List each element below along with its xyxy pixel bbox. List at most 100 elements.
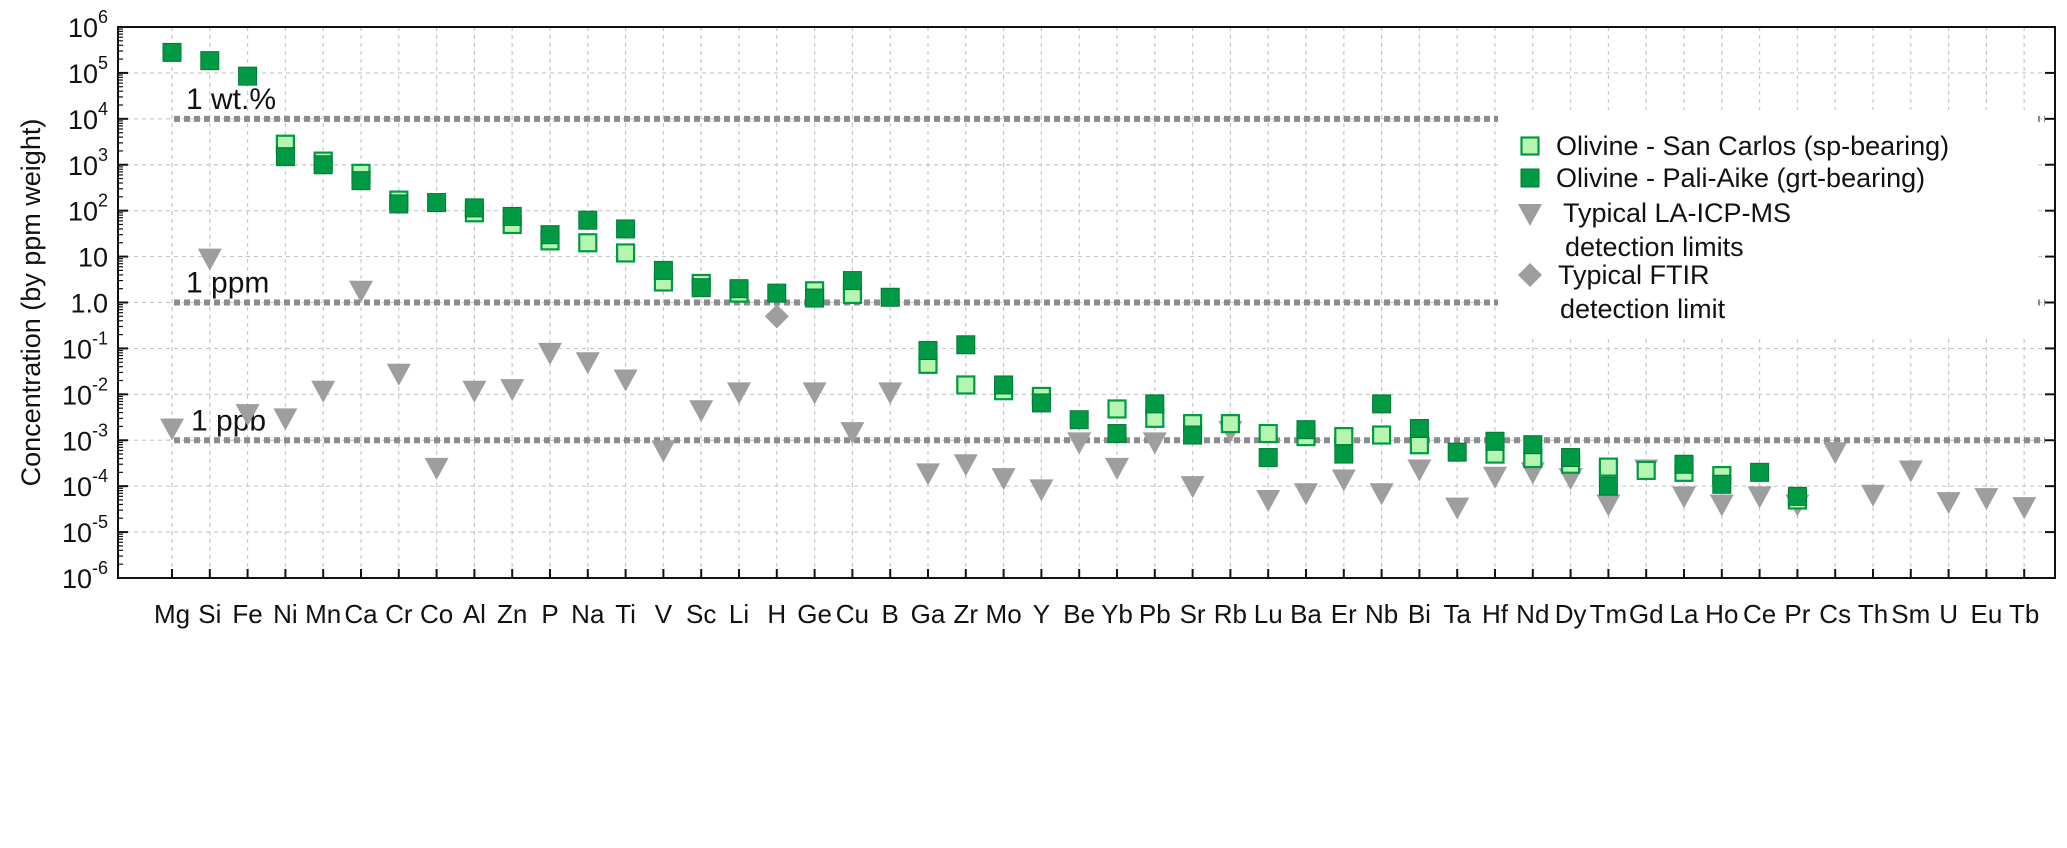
y-tick-label: 10-5 — [62, 512, 108, 548]
data-point-tm — [1596, 494, 1621, 517]
y-axis-label: Concentration (by ppm weight) — [16, 119, 46, 487]
x-category-label: Gd — [1629, 599, 1664, 629]
data-point-al — [464, 198, 484, 218]
data-point-ga — [918, 341, 938, 361]
data-point-lu — [1256, 489, 1281, 512]
x-category-label: H — [767, 599, 786, 629]
data-point-ba — [1296, 420, 1316, 440]
y-tick-exponent: -6 — [92, 558, 108, 578]
x-category-label: Sc — [686, 599, 716, 629]
data-point-rb — [1220, 414, 1241, 434]
legend-label: Olivine - Pali-Aike (grt-bearing) — [1556, 163, 1925, 193]
data-point-h — [767, 283, 787, 303]
data-point-pb — [1142, 432, 1167, 455]
y-tick-base: 10 — [62, 380, 92, 410]
x-category-label: Ge — [797, 599, 832, 629]
y-tick-label: 10-6 — [62, 558, 108, 594]
legend-background — [1498, 110, 2038, 335]
data-point-ba — [1294, 483, 1318, 506]
data-point-cr — [386, 363, 411, 386]
x-category-label: P — [541, 599, 558, 629]
data-point-y — [1029, 479, 1054, 502]
y-tick-base: 10 — [62, 564, 92, 594]
y-tick-label: 1.0 — [70, 289, 108, 319]
x-category-label: Zr — [954, 599, 979, 629]
data-point-nb — [1372, 394, 1392, 414]
y-tick-exponent: 5 — [98, 53, 108, 73]
y-tick-label: 10-4 — [62, 466, 108, 502]
data-point-mn — [313, 155, 333, 175]
data-point-er — [1334, 427, 1354, 447]
x-category-label: Sm — [1891, 599, 1930, 629]
x-category-label: Ca — [344, 599, 378, 629]
legend: Olivine - San Carlos (sp-bearing)Olivine… — [1498, 110, 2038, 335]
data-point-tm — [1598, 457, 1619, 477]
series-triangle-down — [160, 248, 2037, 520]
data-point-mo — [991, 468, 1016, 491]
y-tick-label: 10-2 — [62, 374, 108, 410]
x-category-label: Ni — [273, 599, 298, 629]
x-category-label: U — [1939, 599, 1958, 629]
x-category-label: Bi — [1408, 599, 1431, 629]
data-point-mn — [311, 380, 336, 403]
x-category-label: Al — [463, 599, 486, 629]
x-category-label: Ta — [1443, 599, 1471, 629]
y-tick-base: 10 — [78, 243, 108, 273]
data-point-b — [878, 382, 903, 405]
data-point-si — [197, 248, 222, 271]
data-point-bi — [1409, 435, 1430, 455]
legend-label: detection limits — [1565, 232, 1744, 262]
data-point-ti — [613, 369, 638, 392]
y-tick-base: 1.0 — [70, 289, 108, 319]
y-tick-exponent: -2 — [92, 374, 108, 394]
data-point-pb — [1145, 394, 1165, 414]
x-category-label: Th — [1858, 599, 1888, 629]
data-point-co — [424, 457, 449, 480]
data-point-ce — [1747, 486, 1772, 509]
y-tick-base: 10 — [68, 59, 98, 89]
data-point-h — [764, 304, 789, 329]
x-axis: Mg Si Fe Ni Mn Ca Cr Co Al Zn P Na Ti V Sc Li H Ge Cu B Ga Zr… — [154, 569, 2039, 629]
data-point-ge — [805, 288, 825, 308]
data-point-er — [1334, 444, 1354, 464]
x-category-label: Lu — [1254, 599, 1283, 629]
data-point-na — [575, 352, 600, 375]
data-point-pr — [1787, 486, 1807, 506]
y-tick-base: 10 — [62, 334, 92, 364]
y-tick-label: 10 — [78, 243, 108, 273]
x-category-label: Eu — [1970, 599, 2002, 629]
y-axis: 106105104103102101.010-110-210-310-410-5… — [62, 7, 2055, 594]
data-point-cu — [840, 422, 865, 445]
x-category-label: Nd — [1516, 599, 1549, 629]
legend-label: Typical FTIR — [1558, 260, 1710, 290]
data-point-sr — [1183, 425, 1203, 445]
data-point-zn — [502, 206, 522, 226]
data-point-hf — [1485, 431, 1505, 451]
y-tick-exponent: 3 — [98, 145, 108, 165]
x-category-label: Dy — [1555, 599, 1587, 629]
data-point-la — [1674, 454, 1694, 474]
x-category-label: B — [882, 599, 899, 629]
x-category-label: Ti — [615, 599, 636, 629]
x-category-label: Mg — [154, 599, 190, 629]
y-tick-exponent: 4 — [98, 99, 108, 119]
data-point-ta — [1445, 497, 1470, 520]
data-point-tb — [2012, 497, 2037, 520]
data-point-zn — [500, 379, 525, 402]
data-point-co — [427, 193, 447, 213]
data-point-ga — [916, 463, 940, 486]
data-point-v — [651, 440, 676, 463]
data-point-nb — [1371, 425, 1392, 445]
data-point-y — [1031, 393, 1051, 413]
data-point-li — [729, 279, 749, 299]
x-category-label: Pr — [1784, 599, 1810, 629]
data-point-zr — [956, 335, 976, 355]
data-point-ge — [802, 382, 827, 405]
y-tick-base: 10 — [68, 13, 98, 43]
x-category-label: Er — [1331, 599, 1357, 629]
x-category-label: Ga — [911, 599, 946, 629]
data-point-cu — [842, 271, 862, 291]
data-point-sc — [689, 400, 714, 423]
data-point-ca — [349, 280, 373, 303]
